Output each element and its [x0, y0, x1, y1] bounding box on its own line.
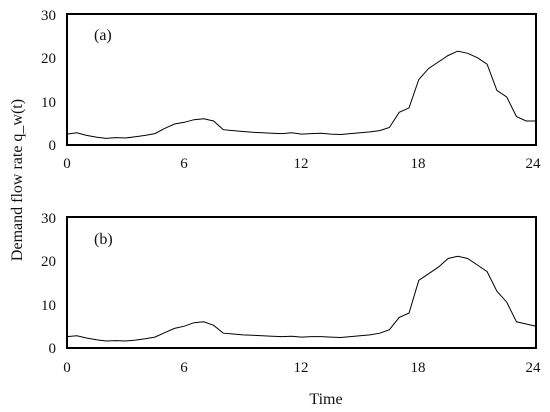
- y-tick-label: 30: [41, 211, 56, 227]
- series-line-a: [66, 50, 536, 139]
- y-tick-label: 10: [41, 298, 56, 314]
- x-axis-title: Time: [309, 391, 342, 408]
- x-tick-label: 18: [411, 360, 426, 376]
- x-tick-label: 6: [180, 360, 188, 376]
- y-tick-label: 0: [49, 341, 57, 357]
- x-tick-label: 18: [411, 156, 426, 172]
- x-tick-label: 12: [294, 360, 309, 376]
- x-tick-label: 24: [526, 360, 542, 376]
- series-line-b: [66, 255, 537, 342]
- panel-label-b: (b): [94, 231, 113, 248]
- y-tick-label: 20: [41, 254, 56, 270]
- plot-frame-b: [66, 216, 537, 349]
- panel-b: (b) 0 10 20 30 0 6 12 18 24: [41, 211, 541, 376]
- y-tick-label: 10: [41, 95, 56, 111]
- x-tick-label: 6: [180, 156, 188, 172]
- x-tick-label: 0: [63, 360, 71, 376]
- y-tick-labels-a: 0 10 20 30: [41, 8, 56, 154]
- panel-label-a: (a): [94, 27, 112, 44]
- y-tick-label: 20: [41, 51, 56, 67]
- y-tick-labels-b: 0 10 20 30: [41, 211, 56, 357]
- plot-frame-a: [66, 13, 537, 146]
- x-tick-labels-a: 0 6 12 18 24: [63, 156, 541, 172]
- x-tick-label: 24: [526, 156, 542, 172]
- x-tick-labels-b: 0 6 12 18 24: [63, 360, 541, 376]
- panel-a: (a) 0 10 20 30 0 6 12 18 24: [41, 8, 541, 172]
- x-tick-label: 12: [294, 156, 309, 172]
- y-axis-title: Demand flow rate q_w(t): [9, 99, 26, 261]
- y-tick-label: 30: [41, 8, 56, 24]
- x-tick-label: 0: [63, 156, 71, 172]
- y-tick-label: 0: [49, 138, 57, 154]
